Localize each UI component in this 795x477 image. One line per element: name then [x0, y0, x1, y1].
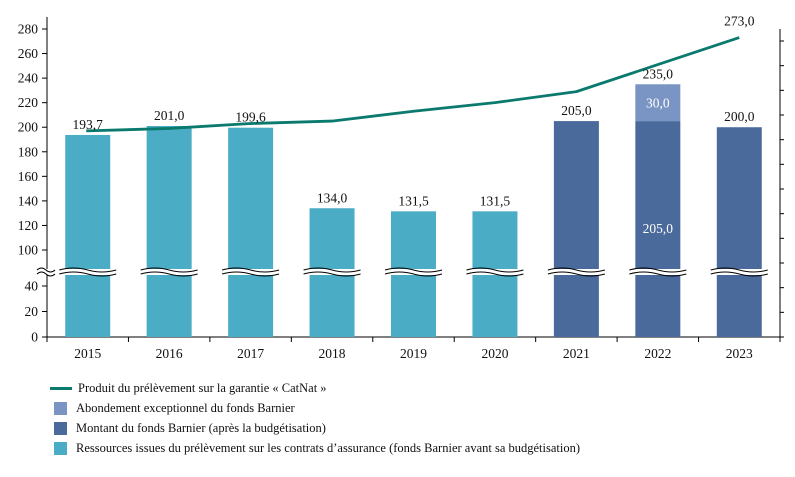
bar-line-chart: 0 20 40 100 120 140 160 180 200 220 240 260 280 2015 2… [18, 14, 784, 361]
y-tick-label: 160 [18, 169, 39, 184]
bar-break-line [466, 271, 524, 277]
bar-break-line [140, 271, 198, 277]
bar-break-line [303, 267, 361, 273]
x-tick-label: 2016 [156, 346, 183, 361]
bar-break-line [547, 267, 606, 273]
bar-break-line [629, 267, 687, 273]
bar-ressources [146, 125, 192, 337]
bar-value-label: 235,0 [643, 66, 674, 81]
bar-break-gap [303, 269, 361, 275]
bar-fonds-barnier [716, 127, 762, 337]
bar-fonds-barnier [553, 121, 599, 337]
x-tick-label: 2019 [400, 346, 427, 361]
bar-break-line [303, 271, 361, 277]
bar-break-line [466, 267, 524, 273]
bar-value-label: 199,6 [235, 110, 266, 125]
bar-break-gap [710, 269, 768, 275]
line-value-label: 273,0 [724, 14, 755, 29]
bar-break-line [384, 271, 443, 277]
y-tick-label: 240 [18, 71, 39, 86]
x-tick-label: 2022 [644, 346, 671, 361]
bar-break-line [59, 267, 117, 273]
bar-break-gap [629, 269, 687, 275]
x-tick-label: 2018 [319, 346, 346, 361]
y-tick-label: 200 [18, 120, 39, 135]
x-tick-label: 2017 [237, 346, 264, 361]
legend-item-abondement: Abondement exceptionnel du fonds Barnier [50, 398, 580, 418]
y-tick-label: 260 [18, 46, 39, 61]
bar-break-gap [222, 269, 280, 275]
y-tick-label: 220 [18, 95, 39, 110]
y-tick-label: 100 [18, 243, 39, 258]
bar-break-gap [547, 269, 605, 275]
legend-label: Produit du prélèvement sur la garantie «… [78, 380, 327, 395]
bar-break-line [221, 267, 280, 273]
bar-break-line [629, 271, 687, 277]
bar-ressources [228, 127, 274, 337]
legend-box-swatch [54, 421, 67, 435]
legend-line-swatch [50, 386, 72, 390]
bar-break-line [384, 267, 443, 273]
y-tick-label: 180 [18, 144, 39, 159]
bar-value-label: 131,5 [398, 193, 429, 208]
bar-ressources [65, 134, 111, 337]
y-tick-label: 20 [25, 304, 39, 319]
bar-break-line [710, 267, 768, 273]
legend-box-swatch [54, 441, 67, 455]
x-tick-label: 2021 [563, 346, 590, 361]
legend-label: Montant du fonds Barnier (après la budgé… [76, 420, 326, 435]
axis-break-line [36, 267, 56, 273]
segment-label-abondement: 30,0 [646, 96, 670, 111]
y-tick-label: 120 [18, 218, 39, 233]
chart-legend: Produit du prélèvement sur la garantie «… [50, 378, 580, 458]
y-tick-label: 140 [18, 193, 39, 208]
bar-break-line [547, 271, 606, 277]
bar-break-line [221, 271, 280, 277]
axis-break-line [36, 271, 56, 277]
legend-item-ressources: Ressources issues du prélèvement sur les… [50, 438, 580, 458]
x-tick-label: 2015 [74, 346, 101, 361]
bar-value-label: 193,7 [73, 117, 104, 132]
bar-break-line [59, 271, 117, 277]
legend-box-swatch [54, 401, 67, 415]
legend-label: Abondement exceptionnel du fonds Barnier [76, 400, 295, 415]
bar-value-label: 200,0 [724, 109, 755, 124]
y-tick-label: 40 [25, 279, 39, 294]
legend-item-catnat: Produit du prélèvement sur la garantie «… [50, 378, 580, 398]
legend-item-barnier-after: Montant du fonds Barnier (après la budgé… [50, 418, 580, 438]
bar-break-gap [385, 269, 442, 275]
bar-value-label: 134,0 [317, 190, 348, 205]
axis-break-gap [37, 269, 55, 275]
bar-break-gap [140, 269, 198, 275]
bar-fonds-barnier [635, 121, 681, 337]
bar-break-gap [466, 269, 524, 275]
y-tick-label: 0 [31, 330, 38, 345]
legend-label: Ressources issues du prélèvement sur les… [76, 440, 581, 455]
bar-break-line [710, 271, 768, 277]
segment-label-fonds-barnier: 205,0 [643, 221, 674, 236]
y-tick-label: 280 [18, 22, 39, 37]
x-tick-label: 2020 [481, 346, 508, 361]
bar-break-line [140, 267, 198, 273]
bar-value-label: 201,0 [154, 108, 185, 123]
line-catnat [86, 36, 740, 133]
bar-abondement [635, 84, 681, 122]
bar-break-gap [59, 269, 117, 275]
bar-value-label: 205,0 [561, 103, 592, 118]
x-tick-label: 2023 [726, 346, 753, 361]
bar-value-label: 131,5 [480, 193, 511, 208]
